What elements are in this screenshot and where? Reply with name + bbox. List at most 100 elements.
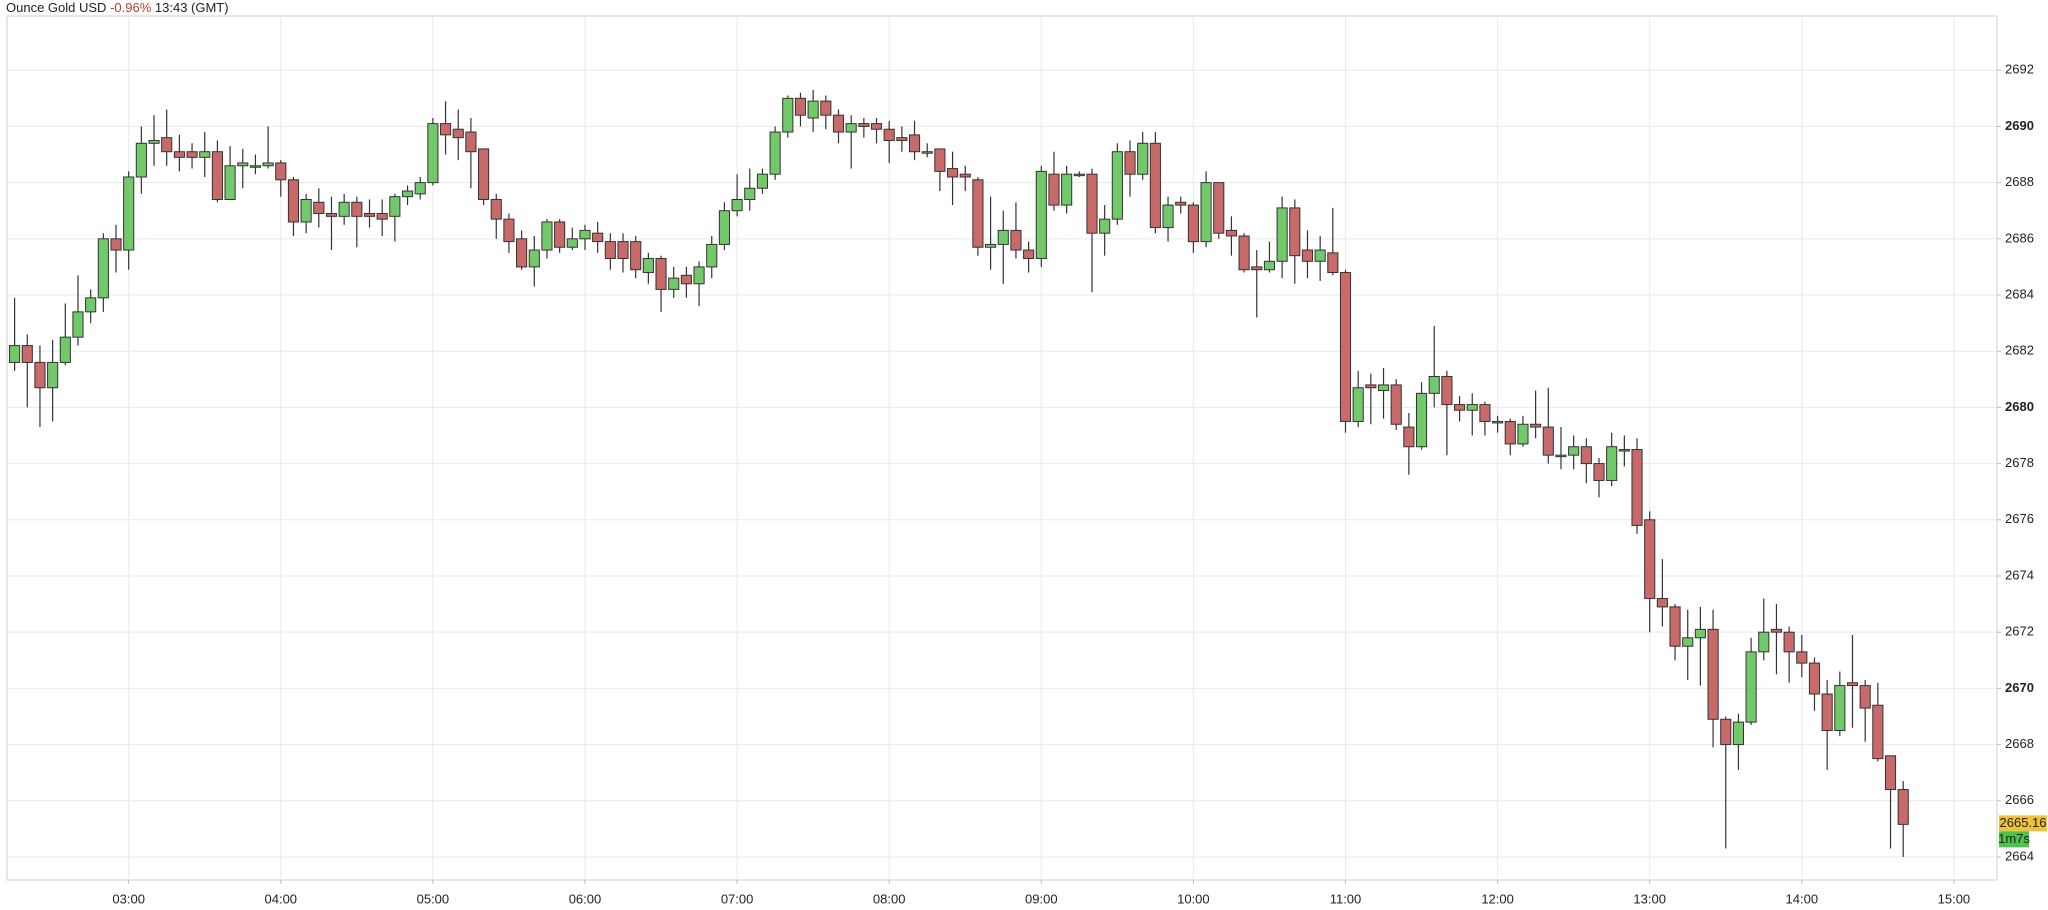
price-label: 2665.16 xyxy=(2000,815,2047,830)
candle-body xyxy=(313,201,325,215)
x-tick-label: 14:00 xyxy=(1786,891,1819,906)
candle-body xyxy=(516,238,528,268)
candle-body xyxy=(1099,218,1111,234)
candle-body xyxy=(845,123,857,133)
y-tick-label: 2690 xyxy=(2005,118,2034,133)
candle-body xyxy=(452,128,464,139)
candle-body xyxy=(693,266,705,285)
candle-body xyxy=(1339,272,1352,422)
candle-body xyxy=(1884,755,1897,791)
candle-body xyxy=(224,165,236,200)
candle-body xyxy=(1111,151,1123,220)
candle-body xyxy=(820,100,832,116)
candle-body xyxy=(1821,693,1833,732)
candle-body xyxy=(186,151,198,158)
candle-body xyxy=(642,257,654,274)
candle-body xyxy=(1872,704,1884,760)
candle-body xyxy=(1707,628,1719,720)
x-tick-label: 03:00 xyxy=(112,891,145,906)
candle-body xyxy=(1061,173,1073,206)
candle-body xyxy=(414,182,426,195)
candle-body xyxy=(617,241,629,259)
candle-body xyxy=(1377,384,1390,392)
candle-body xyxy=(211,151,223,200)
candle-body xyxy=(275,162,287,181)
candle-body xyxy=(338,201,350,217)
candle-body xyxy=(85,297,97,313)
x-tick-label: 12:00 xyxy=(1481,891,1514,906)
candle-body xyxy=(1175,201,1187,206)
candle-body xyxy=(1149,142,1161,229)
candle-body xyxy=(1010,229,1022,251)
y-tick-label: 2670 xyxy=(2005,680,2034,695)
candle-body xyxy=(1618,449,1630,452)
plot-area xyxy=(6,15,1998,881)
candle-body xyxy=(1606,446,1618,481)
candle-body xyxy=(1213,182,1225,234)
candle-body xyxy=(1365,384,1377,389)
candle-body xyxy=(110,238,122,251)
candle-body xyxy=(1238,235,1250,271)
candle-body xyxy=(249,165,262,168)
candle-body xyxy=(161,137,173,153)
x-tick-label: 10:00 xyxy=(1177,891,1210,906)
x-tick-label: 09:00 xyxy=(1025,891,1058,906)
candle-body xyxy=(668,277,680,290)
x-tick-label: 13:00 xyxy=(1633,891,1666,906)
candle-body xyxy=(148,139,160,144)
candle-body xyxy=(680,274,692,285)
candle-body xyxy=(528,249,540,268)
candle-body xyxy=(1669,606,1681,647)
chart-title: Ounce Gold USD xyxy=(6,0,107,15)
candle-body xyxy=(731,198,743,212)
candle-body xyxy=(997,229,1009,245)
candle-body xyxy=(1796,651,1808,664)
candle-body xyxy=(870,123,883,130)
update-time: 13:43 (GMT) xyxy=(154,0,229,15)
candle-body xyxy=(1542,426,1554,456)
candle-body xyxy=(972,179,984,248)
candle-body xyxy=(59,336,71,363)
countdown-box xyxy=(1999,831,2029,848)
candle-body xyxy=(1694,628,1706,639)
candle-body xyxy=(1783,631,1795,653)
candle-body xyxy=(300,198,312,223)
y-tick-label: 2680 xyxy=(2005,399,2034,414)
candle-body xyxy=(173,151,185,158)
candle-body xyxy=(1770,628,1783,633)
candle-body xyxy=(1225,229,1237,237)
candle-body xyxy=(1415,392,1428,448)
candle-body xyxy=(1048,173,1060,206)
candle-body xyxy=(566,238,578,248)
y-tick-label: 2682 xyxy=(2005,343,2034,358)
candle-body xyxy=(1897,789,1909,825)
candle-body xyxy=(706,243,718,268)
candle-body xyxy=(34,361,46,389)
y-tick-label: 2674 xyxy=(2005,567,2034,582)
countdown-label: 1m7s xyxy=(1998,831,2030,846)
candle-body xyxy=(1403,426,1415,448)
y-tick-label: 2686 xyxy=(2005,230,2034,245)
candle-body xyxy=(655,257,667,290)
candle-body xyxy=(1492,420,1504,424)
candle-body xyxy=(401,190,414,198)
candle-body xyxy=(541,221,553,251)
y-tick-label: 2684 xyxy=(2005,286,2034,301)
candle-body xyxy=(363,213,376,217)
x-tick-label: 11:00 xyxy=(1330,891,1362,906)
candle-body xyxy=(490,198,502,220)
candle-body xyxy=(21,345,33,363)
y-tick-label: 2692 xyxy=(2005,62,2034,77)
candle-body xyxy=(1644,519,1656,599)
candle-body xyxy=(123,176,135,251)
y-tick-label: 2664 xyxy=(2005,848,2034,863)
candle-body xyxy=(1517,423,1529,445)
candle-body xyxy=(1251,266,1263,271)
candle-body xyxy=(794,97,807,116)
candle-body xyxy=(262,162,274,167)
candle-body xyxy=(985,243,997,248)
candle-body xyxy=(1073,173,1085,177)
candle-body xyxy=(1327,252,1339,274)
